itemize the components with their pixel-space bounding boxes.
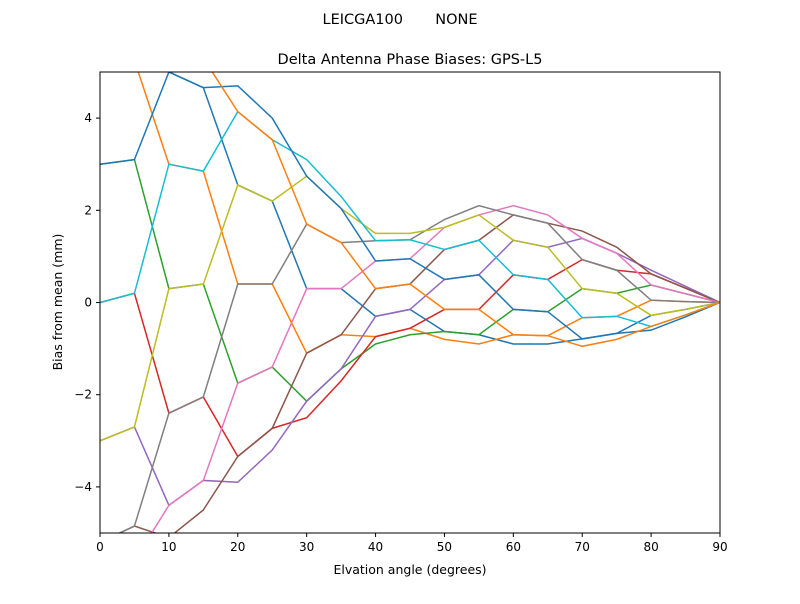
x-tick-label: 10 bbox=[161, 540, 176, 554]
series-line bbox=[100, 72, 720, 340]
y-axis-label: Bias from mean (mm) bbox=[50, 234, 65, 371]
x-tick-label: 50 bbox=[437, 540, 452, 554]
x-tick-label: 70 bbox=[575, 540, 590, 554]
y-tick-label: 2 bbox=[84, 203, 92, 217]
x-axis: 0 10 20 30 40 50 60 70 80 90 bbox=[96, 533, 728, 554]
series-line bbox=[100, 158, 720, 403]
y-tick-label: −2 bbox=[74, 388, 92, 402]
series-line bbox=[100, 175, 720, 442]
x-tick-label: 40 bbox=[368, 540, 383, 554]
y-tick-label: 0 bbox=[84, 296, 92, 310]
chart-title: Delta Antenna Phase Biases: GPS-L5 bbox=[278, 52, 543, 68]
x-tick-label: 20 bbox=[230, 540, 245, 554]
y-axis: −4 −2 0 2 4 bbox=[74, 111, 100, 494]
y-tick-label: 4 bbox=[84, 111, 92, 125]
x-axis-label: Elvation angle (degrees) bbox=[333, 562, 486, 577]
series-line bbox=[100, 258, 720, 458]
series-line bbox=[211, 72, 720, 348]
axes-frame bbox=[99, 71, 721, 534]
x-tick-label: 0 bbox=[96, 540, 104, 554]
x-tick-label: 90 bbox=[712, 540, 727, 554]
x-tick-label: 30 bbox=[299, 540, 314, 554]
series-line bbox=[100, 110, 720, 328]
series-lines bbox=[100, 72, 720, 533]
chart-suptitle: LEICGA100 NONE bbox=[322, 12, 477, 28]
series-line bbox=[150, 204, 720, 533]
x-tick-label: 60 bbox=[506, 540, 521, 554]
series-line bbox=[117, 214, 720, 533]
series-line bbox=[167, 72, 720, 345]
x-tick-label: 80 bbox=[643, 540, 658, 554]
series-line bbox=[117, 204, 720, 533]
y-tick-label: −4 bbox=[74, 480, 92, 494]
